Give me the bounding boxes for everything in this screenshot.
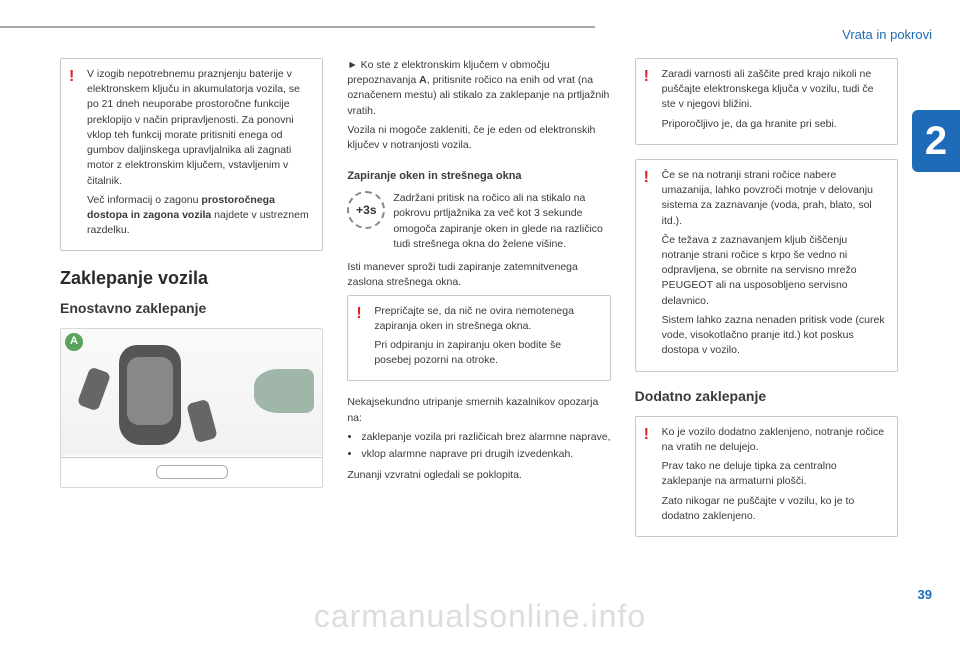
top-rule (0, 26, 595, 28)
callout-text: Zaradi varnosti ali zaščite pred krajo n… (662, 67, 887, 113)
warning-icon: ! (644, 423, 649, 446)
callout-text: Sistem lahko zazna nenaden pritisk vode … (662, 313, 887, 359)
callout-text: Prepričajte se, da nič ne ovira nemotene… (374, 304, 599, 334)
body-text: Zunanji vzvratni ogledali se poklopita. (347, 468, 610, 483)
callout-key-safety: ! Zaradi varnosti ali zaščite pred krajo… (635, 58, 898, 145)
icon-row: +3s Zadržani pritisk na ročico ali na st… (347, 191, 610, 252)
page-number: 39 (918, 586, 932, 605)
heading-locking: Zaklepanje vozila (60, 265, 323, 291)
warning-icon: ! (69, 65, 74, 88)
callout-text: Priporočljivo je, da ga hranite pri sebi… (662, 117, 887, 132)
callout-text: Če se na notranji strani ročice nabere u… (662, 168, 887, 229)
hold-3s-icon: +3s (347, 191, 385, 229)
callout-battery-drain: ! V izogib nepotrebnemu praznjenju bater… (60, 58, 323, 251)
keyfob-icon (77, 366, 111, 411)
text: Več informacij o zagonu (87, 194, 201, 206)
callout-text: Več informacij o zagonu prostoročnega do… (87, 193, 312, 239)
callout-text: Zato nikogar ne puščajte v vozilu, ko je… (662, 494, 887, 524)
content-area: ! V izogib nepotrebnemu praznjenju bater… (60, 58, 898, 579)
heading-deadlocking: Dodatno zaklepanje (635, 386, 898, 406)
warning-icon: ! (356, 302, 361, 325)
callout-window-safety: ! Prepričajte se, da nič ne ovira nemote… (347, 295, 610, 382)
chapter-number: 2 (912, 110, 960, 172)
column-2: ► Ko ste z elektronskim ključem v območj… (347, 58, 610, 579)
hand-icon (254, 369, 314, 413)
callout-text: Pri odpiranju in zapiranju oken bodite š… (374, 338, 599, 368)
list-item: zaklepanje vozila pri različicah brez al… (361, 430, 610, 445)
column-3: ! Zaradi varnosti ali zaščite pred krajo… (635, 58, 898, 579)
section-name: Vrata in pokrovi (842, 26, 932, 45)
heading-simple-locking: Enostavno zaklepanje (60, 298, 323, 318)
keyfob-icon (186, 399, 218, 443)
body-text: ► Ko ste z elektronskim ključem v območj… (347, 58, 610, 119)
list-item: vklop alarmne naprave pri drugih izveden… (361, 447, 610, 462)
callout-text: Ko je vozilo dodatno zaklenjeno, notranj… (662, 425, 887, 455)
body-text: Isti manever sproži tudi zapiranje zatem… (347, 260, 610, 290)
text-bold: A (419, 74, 427, 86)
warning-icon: ! (644, 65, 649, 88)
bullet-list: zaklepanje vozila pri različicah brez al… (347, 430, 610, 462)
callout-text: Če težava z zaznavanjem kljub čiščenju n… (662, 233, 887, 309)
trunk-handle-icon (61, 457, 322, 487)
car-icon (119, 345, 181, 445)
column-1: ! V izogib nepotrebnemu praznjenju bater… (60, 58, 323, 579)
figure-badge-a: A (65, 333, 83, 351)
callout-text: Prav tako ne deluje tipka za centralno z… (662, 459, 887, 489)
heading-closing-windows: Zapiranje oken in strešnega okna (347, 169, 610, 185)
warning-icon: ! (644, 166, 649, 189)
callout-handle-dirt: ! Če se na notranji strani ročice nabere… (635, 159, 898, 372)
callout-deadlocking: ! Ko je vozilo dodatno zaklenjeno, notra… (635, 416, 898, 537)
body-text: Nekajsekundno utripanje smernih kazalnik… (347, 395, 610, 425)
callout-text: V izogib nepotrebnemu praznjenju baterij… (87, 67, 312, 189)
watermark: carmanualsonline.info (314, 593, 646, 639)
body-text: Vozila ni mogoče zakleniti, če je eden o… (347, 123, 610, 153)
figure-keyless-lock: A (60, 328, 323, 488)
icon-description: Zadržani pritisk na ročico ali na stikal… (393, 191, 610, 252)
